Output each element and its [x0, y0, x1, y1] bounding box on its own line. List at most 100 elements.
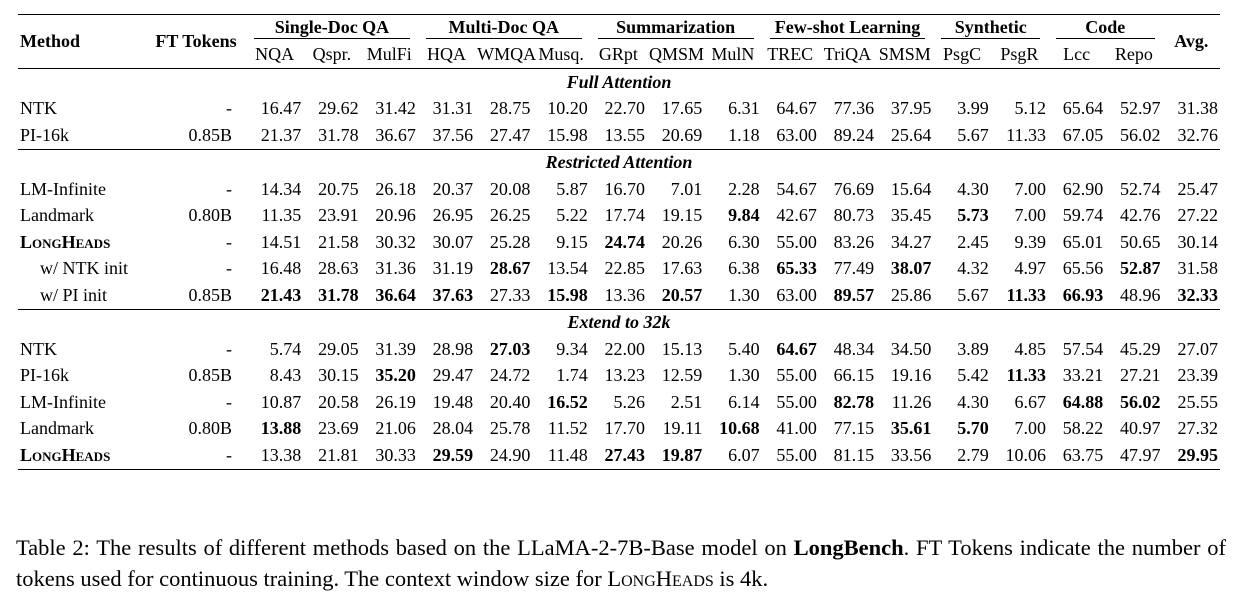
value-cell: 13.54 [532, 256, 589, 283]
value-cell: 17.63 [647, 256, 704, 283]
value: 13.54 [547, 258, 588, 279]
value: 31.19 [432, 258, 474, 279]
value-cell: 37.63 [418, 282, 475, 309]
value-cell: 32.33 [1163, 282, 1220, 309]
value: 76.69 [833, 178, 875, 199]
value: 45.29 [1120, 338, 1161, 359]
value: 13.23 [604, 365, 646, 386]
ft-cell: - [226, 338, 233, 359]
value: 13.36 [604, 284, 646, 305]
value-cell: 22.00 [590, 336, 647, 363]
caption-smallcaps: LongHeads [607, 566, 714, 591]
value-cell: 57.54 [1048, 336, 1105, 363]
value-cell: 5.73 [933, 203, 990, 230]
value-cell: 5.70 [933, 416, 990, 443]
value-cell: 31.36 [361, 256, 418, 283]
value: 64.67 [776, 98, 817, 119]
value-cell: 22.70 [590, 96, 647, 123]
value-cell: 12.59 [647, 363, 704, 390]
value-cell: 16.52 [532, 389, 589, 416]
value: 16.70 [604, 178, 646, 199]
value: 38.07 [890, 258, 932, 279]
value-cell: 5.22 [532, 203, 589, 230]
value-cell: 82.78 [819, 389, 876, 416]
value: 7.00 [1014, 418, 1046, 439]
value: 83.26 [833, 231, 875, 252]
value-cell: 4.30 [933, 389, 990, 416]
value-cell: 54.67 [762, 176, 819, 203]
value-cell: 25.28 [475, 229, 532, 256]
value: 25.64 [890, 124, 932, 145]
value: 3.89 [957, 338, 989, 359]
value: 16.48 [260, 258, 302, 279]
value: 63.75 [1062, 444, 1104, 465]
data-row: w/ NTK init - 16.48 28.63 31.36 31.19 28.67 13.… [18, 256, 1220, 283]
value-cell: 20.26 [647, 229, 704, 256]
method-cell: Landmark [20, 418, 94, 439]
value-cell: 2.28 [704, 176, 761, 203]
value-cell: 29.05 [303, 336, 360, 363]
value-cell: 28.98 [418, 336, 475, 363]
value-cell: 34.27 [876, 229, 933, 256]
value-cell: 64.88 [1048, 389, 1105, 416]
value-cell: 30.07 [418, 229, 475, 256]
value-cell: 6.67 [991, 389, 1048, 416]
value: 11.33 [1006, 284, 1046, 305]
subheader-row: NQA Qspr. MulFi HQA WMQA Musq. GRpt QMSM MulN TRE… [18, 42, 1220, 69]
value-cell: 65.56 [1048, 256, 1105, 283]
value-cell: 29.62 [303, 96, 360, 123]
value-cell: 20.69 [647, 122, 704, 149]
value: 63.00 [776, 284, 817, 305]
value: 26.25 [489, 205, 531, 226]
value: 15.98 [547, 284, 588, 305]
value: 21.43 [260, 284, 302, 305]
value: 20.40 [489, 391, 531, 412]
column-header: Musq. [538, 44, 584, 65]
value-cell: 11.52 [532, 416, 589, 443]
value: 37.56 [432, 124, 474, 145]
value-cell: 36.67 [361, 122, 418, 149]
value: 13.88 [260, 418, 302, 439]
value: 31.38 [1177, 98, 1219, 119]
value: 28.98 [432, 338, 474, 359]
value: 59.74 [1062, 205, 1104, 226]
value-cell: 10.87 [246, 389, 303, 416]
group-name: Single-Doc QA [254, 17, 410, 40]
value-cell: 23.69 [303, 416, 360, 443]
value: 24.72 [489, 365, 531, 386]
ft-cell: 0.80B [188, 418, 233, 439]
method-cell: LongHeads [18, 442, 147, 470]
group-name: Summarization [597, 17, 754, 40]
value-cell: 5.26 [590, 389, 647, 416]
value-cell: 15.98 [532, 122, 589, 149]
value-cell: 27.07 [1163, 336, 1220, 363]
value: 52.87 [1120, 258, 1161, 279]
value-cell: 31.42 [361, 96, 418, 123]
value-cell: 52.87 [1105, 256, 1162, 283]
value-cell: 29.59 [417, 442, 476, 470]
value-cell: 21.37 [246, 122, 303, 149]
value: 5.67 [957, 284, 989, 305]
value: 32.76 [1177, 124, 1219, 145]
value: 12.59 [661, 365, 703, 386]
value-cell: 11.33 [991, 363, 1048, 390]
value: 29.05 [318, 338, 359, 359]
value-cell: 5.74 [246, 336, 303, 363]
group-name: Code [1055, 17, 1155, 40]
value-cell: 28.04 [418, 416, 475, 443]
value: 5.67 [957, 124, 989, 145]
value-cell: 37.56 [418, 122, 475, 149]
value: 15.13 [661, 338, 703, 359]
table-wrap: Method FT Tokens Single-Doc QA Multi-Doc QA… [18, 14, 1220, 470]
value-cell: 30.33 [360, 442, 418, 470]
value: 3.99 [957, 98, 989, 119]
value-cell: 3.99 [933, 96, 990, 123]
value: 1.30 [728, 284, 760, 305]
value-cell: 37.95 [876, 96, 933, 123]
value: 27.47 [489, 124, 531, 145]
value: 11.33 [1006, 365, 1046, 386]
value-cell: 15.64 [876, 176, 933, 203]
value: 57.54 [1062, 338, 1104, 359]
value-cell: 4.85 [991, 336, 1048, 363]
value: 6.31 [728, 98, 760, 119]
